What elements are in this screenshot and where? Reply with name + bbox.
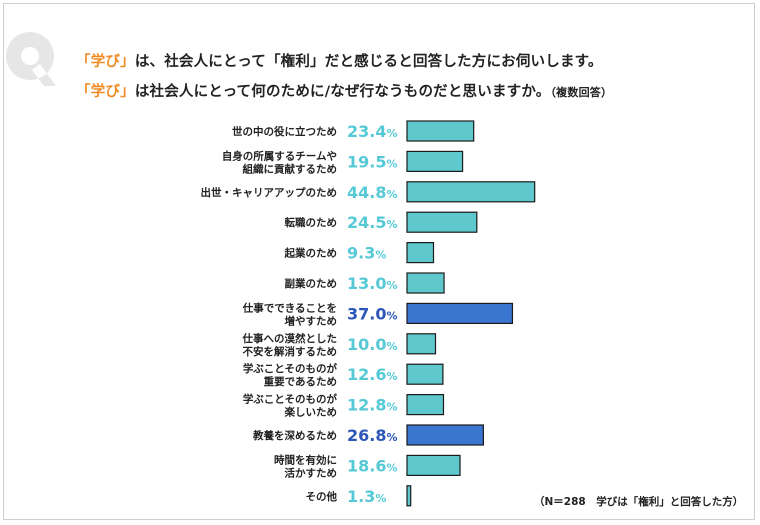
- question-line-1-part-0: 「学び」: [76, 54, 135, 70]
- value-unit: %: [386, 188, 397, 201]
- value-unit: %: [386, 127, 397, 140]
- value-unit: %: [386, 157, 397, 170]
- question-line-2-part-0: 「学び」: [76, 84, 135, 100]
- bar: [406, 211, 478, 233]
- value-label: 9.3%: [347, 244, 386, 263]
- bar: [406, 333, 437, 355]
- bar-chart: 世の中の役に立つため 23.4% 自身の所属するチームや組織に貢献するため 19.5%…: [201, 120, 536, 507]
- value-unit: %: [386, 370, 397, 383]
- category-label-line: 仕事への漠然とした: [242, 332, 338, 345]
- value-number: 12.8: [347, 396, 386, 415]
- value-label: 24.5%: [347, 213, 398, 232]
- category-label-line: 副業のため: [285, 277, 338, 290]
- question-line-1: 「学び」は、社会人にとって「権利」だと感じると回答した方にお伺いします。: [76, 50, 603, 71]
- value-number: 19.5: [347, 152, 386, 171]
- category-label-line: その他: [306, 490, 338, 503]
- value-label: 23.4%: [347, 122, 398, 141]
- q-mark-icon: [6, 32, 56, 86]
- value-unit: %: [386, 461, 397, 474]
- category-label-line: 組織に貢献するため: [243, 162, 338, 175]
- category-label-line: 教養を深めるため: [252, 429, 337, 442]
- category-label: その他: [306, 490, 338, 503]
- value-label: 44.8%: [347, 183, 398, 202]
- category-label-line: 重要であるため: [264, 375, 337, 388]
- category-label-line: 活かすため: [285, 466, 338, 479]
- category-label-line: 学ぶことそのものが: [243, 393, 338, 406]
- category-label: 仕事への漠然とした不安を解消するため: [242, 332, 338, 358]
- chart-frame: 「学び」は、社会人にとって「権利」だと感じると回答した方にお伺いします。 「学び…: [3, 3, 755, 520]
- value-number: 18.6: [347, 456, 386, 475]
- category-label-line: 時間を有効に: [274, 453, 337, 466]
- bar: [406, 454, 461, 476]
- category-label-line: 転職のため: [285, 216, 338, 229]
- bar: [406, 272, 445, 294]
- sample-note: （N＝288 学びは「権利」と回答した方）: [534, 496, 744, 508]
- category-label: 学ぶことそのものが楽しいため: [243, 393, 338, 419]
- value-label: 10.0%: [347, 335, 398, 354]
- value-unit: %: [386, 340, 397, 353]
- category-label-line: 出世・キャリアアップのため: [201, 186, 338, 199]
- value-number: 44.8: [347, 183, 386, 202]
- value-label: 13.0%: [347, 274, 398, 293]
- category-label: 起業のため: [284, 247, 338, 260]
- category-label-line: 学ぶことそのものが: [243, 362, 338, 375]
- category-label: 自身の所属するチームや組織に貢献するため: [222, 149, 337, 175]
- question-line-2: 「学び」は社会人にとって何のために/なぜ行なうものだと思いますか。（複数回答）: [76, 80, 612, 101]
- value-label: 19.5%: [347, 152, 398, 171]
- value-number: 12.6: [347, 365, 386, 384]
- bar: [406, 424, 484, 446]
- category-label: 副業のため: [285, 277, 338, 290]
- value-unit: %: [386, 279, 397, 292]
- category-label: 出世・キャリアアップのため: [201, 186, 338, 199]
- value-number: 26.8: [347, 426, 386, 445]
- category-label: 仕事でできることを増やすため: [242, 301, 337, 327]
- bar: [406, 363, 444, 385]
- value-unit: %: [375, 492, 386, 505]
- category-label: 転職のため: [285, 216, 338, 229]
- question-line-2-part-1: は社会人にとって何のために/なぜ行なうものだと思いますか。: [134, 84, 551, 100]
- value-label: 12.8%: [347, 396, 398, 415]
- bar: [406, 485, 412, 507]
- bar: [406, 181, 536, 203]
- value-unit: %: [375, 249, 386, 262]
- category-label-line: 不安を解消するため: [243, 345, 338, 358]
- question-line-1-part-1: は、社会人にとって「権利」だと感じると回答した方にお伺いします。: [134, 54, 603, 70]
- question-line-2-part-2: （複数回答）: [550, 86, 613, 99]
- bar: [406, 302, 514, 324]
- bar: [406, 242, 435, 264]
- value-label: 18.6%: [347, 456, 398, 475]
- value-label: 26.8%: [347, 426, 398, 445]
- category-label-line: 世の中の役に立つため: [232, 125, 337, 138]
- category-label-line: 仕事でできることを: [242, 301, 337, 314]
- value-number: 13.0: [347, 274, 386, 293]
- value-number: 23.4: [347, 122, 386, 141]
- value-label: 12.6%: [347, 365, 398, 384]
- category-label: 教養を深めるため: [252, 429, 337, 442]
- value-unit: %: [386, 218, 397, 231]
- value-unit: %: [386, 431, 397, 444]
- category-label: 時間を有効に活かすため: [274, 453, 337, 479]
- category-label-line: 起業のため: [284, 247, 338, 260]
- value-number: 1.3: [347, 487, 375, 506]
- value-number: 37.0: [347, 304, 386, 323]
- value-number: 10.0: [347, 335, 386, 354]
- value-label: 37.0%: [347, 304, 398, 323]
- value-number: 24.5: [347, 213, 386, 232]
- value-unit: %: [386, 309, 397, 322]
- category-label-line: 自身の所属するチームや: [222, 149, 337, 162]
- bar: [406, 120, 475, 142]
- bar: [406, 150, 464, 172]
- category-label-line: 楽しいため: [284, 406, 338, 419]
- bar: [406, 394, 445, 416]
- category-label-line: 増やすため: [285, 314, 338, 327]
- value-unit: %: [386, 401, 397, 414]
- category-label: 世の中の役に立つため: [232, 125, 337, 138]
- value-label: 1.3%: [347, 487, 386, 506]
- value-number: 9.3: [347, 244, 375, 263]
- category-label: 学ぶことそのものが重要であるため: [243, 362, 338, 388]
